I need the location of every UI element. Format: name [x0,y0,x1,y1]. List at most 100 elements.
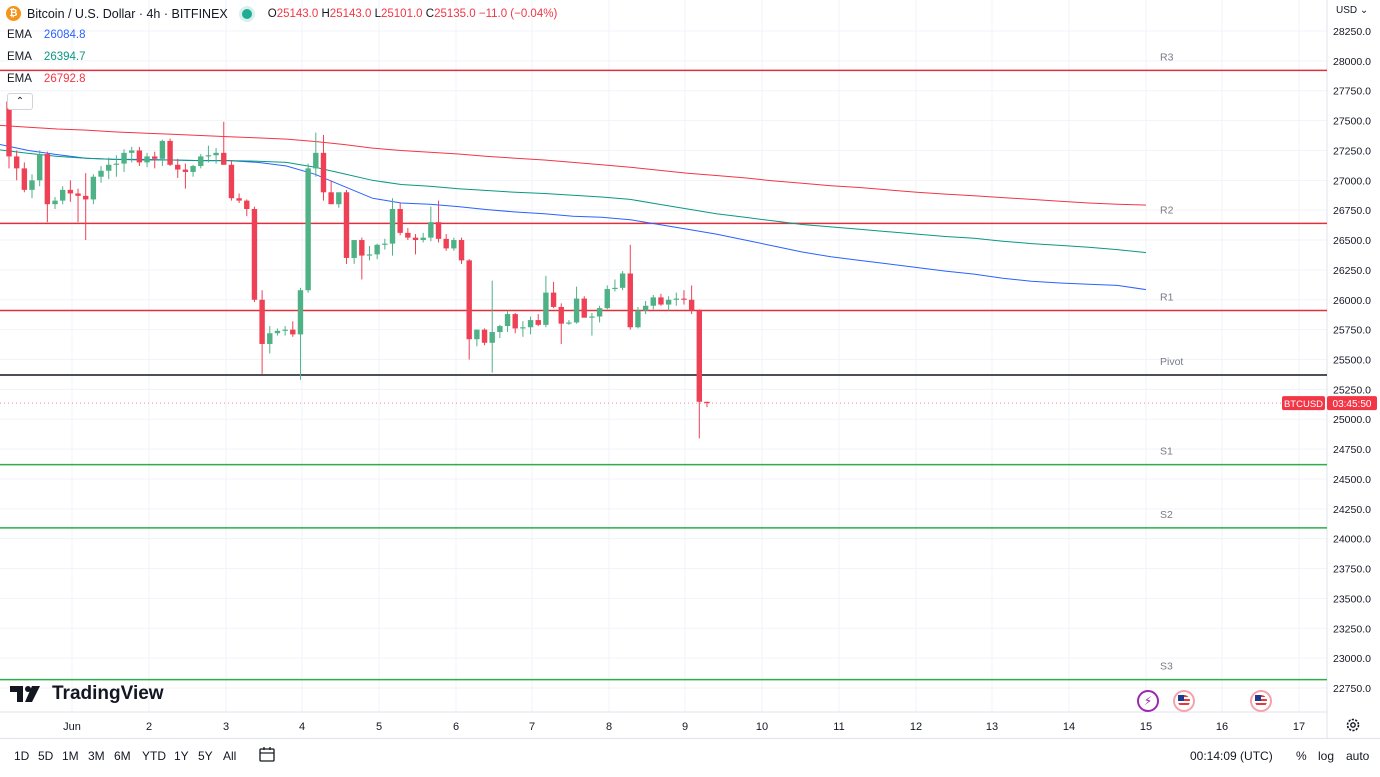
ema-legend-slow[interactable]: EMA 26792.8 [7,73,86,85]
timeframe-all[interactable]: All [223,749,237,763]
open-label: O [267,7,277,20]
y-tick-label: 24000.0 [1333,534,1371,546]
event-flash-icon[interactable]: ⚡ [1137,690,1159,712]
y-tick-label: 23250.0 [1333,623,1371,635]
symbol-title[interactable]: Bitcoin / U.S. Dollar · 4h · BITFINEX [27,6,228,21]
log-scale-button[interactable]: log [1318,749,1335,763]
candle-body [244,200,250,209]
timeframe-ytd[interactable]: YTD [142,749,166,763]
timeframe-3m[interactable]: 3M [88,749,105,763]
pivot-level-label-pivot: Pivot [1160,356,1183,368]
candle-body [113,163,120,165]
candle-body [44,154,51,205]
pivot-level-label-r3: R3 [1160,51,1174,63]
low-label: L [374,7,381,20]
percent-scale-button[interactable]: % [1296,749,1307,763]
candle-body [75,193,81,196]
price-tag-countdown: 03:45:50 [1333,399,1372,410]
y-tick-label: 25250.0 [1333,384,1371,396]
candle-body [397,208,403,233]
timeframe-5d[interactable]: 5D [38,749,54,763]
open-value: 25143.0 [276,7,319,20]
candle-body [67,189,74,194]
x-tick-label: 17 [1293,721,1305,733]
y-tick-label: 22750.0 [1333,683,1371,695]
currency-selector[interactable]: USD ⌄ [1336,5,1368,16]
y-tick-label: 26250.0 [1333,265,1371,277]
ema-slow-label: EMA [7,73,32,85]
candle-body [236,198,242,201]
timeframe-1m[interactable]: 1M [62,749,79,763]
x-tick-label: 3 [223,721,229,733]
timeframe-1d[interactable]: 1D [14,749,30,763]
us-event-flag-icon[interactable] [1173,690,1195,712]
y-tick-label: 24500.0 [1333,474,1371,486]
ema-mid-label: EMA [7,51,32,63]
candle-body [474,329,480,340]
y-tick-label: 27000.0 [1333,175,1371,187]
pivot-level-label-r2: R2 [1160,204,1174,216]
candle-body [673,298,679,300]
candle-body [512,314,518,329]
candle-body [274,330,281,334]
close-label: C [425,7,435,20]
ema-fast-label: EMA [7,29,32,41]
candle-body [596,308,603,317]
x-tick-label: 9 [682,721,688,733]
ema-legend-mid[interactable]: EMA 26394.7 [7,51,86,63]
candle-body [543,292,549,325]
collapse-legend-button[interactable]: ⌃ [7,93,33,110]
candle-body [604,289,610,309]
y-tick-label: 24750.0 [1333,444,1371,456]
x-tick-label: 11 [833,721,844,733]
candle-body [550,292,557,307]
x-tick-label: 13 [986,721,998,733]
timeframe-1y[interactable]: 1Y [174,749,189,763]
candle-body [504,314,511,327]
close-value: 25135.0 [434,7,476,20]
candle-body [167,140,173,165]
timeframe-5y[interactable]: 5Y [198,749,213,763]
candle-body [320,152,327,193]
candle-body [136,150,143,163]
y-tick-label: 23000.0 [1333,653,1371,665]
tradingview-logo-icon [10,686,40,702]
candle-body [619,273,626,288]
candle-body [313,152,319,169]
low-value: 25101.0 [380,7,423,20]
candle-body [412,237,419,241]
auto-scale-button[interactable]: auto [1346,749,1370,763]
go-to-date-calendar-icon[interactable] [258,745,276,763]
chevron-down-icon: ⌄ [1359,5,1369,16]
candle-body [389,208,396,244]
tradingview-logo[interactable]: TradingView [10,683,164,705]
candle-body [221,152,227,165]
candle-body [205,155,212,157]
candle-body [175,164,181,170]
candle-body [612,287,618,290]
x-tick-label: 16 [1216,721,1228,733]
timeframe-6m[interactable]: 6M [114,749,131,763]
utc-clock[interactable]: 00:14:09 (UTC) [1190,749,1273,763]
candle-body [182,169,189,172]
change-value: −11.0 (−0.04%) [478,7,558,20]
x-tick-label: 15 [1140,721,1152,733]
candle-body [213,152,219,156]
y-tick-label: 23500.0 [1333,593,1371,605]
candle-body [520,327,526,329]
candle-body [535,320,541,325]
settings-gear-icon[interactable] [1344,716,1362,734]
y-tick-label: 25000.0 [1333,414,1371,426]
candle-body [466,260,472,340]
x-tick-label: 10 [756,721,768,733]
us-event-flag-icon[interactable] [1250,690,1272,712]
candle-body [374,244,380,255]
ema-legend-fast[interactable]: EMA 26084.8 [7,29,86,41]
candle-body [527,320,534,328]
chevron-up-icon: ⌃ [15,96,25,107]
price-tag-countdown-bg [1327,396,1377,411]
high-label: H [321,7,330,20]
pivot-level-label-s1: S1 [1160,446,1173,458]
